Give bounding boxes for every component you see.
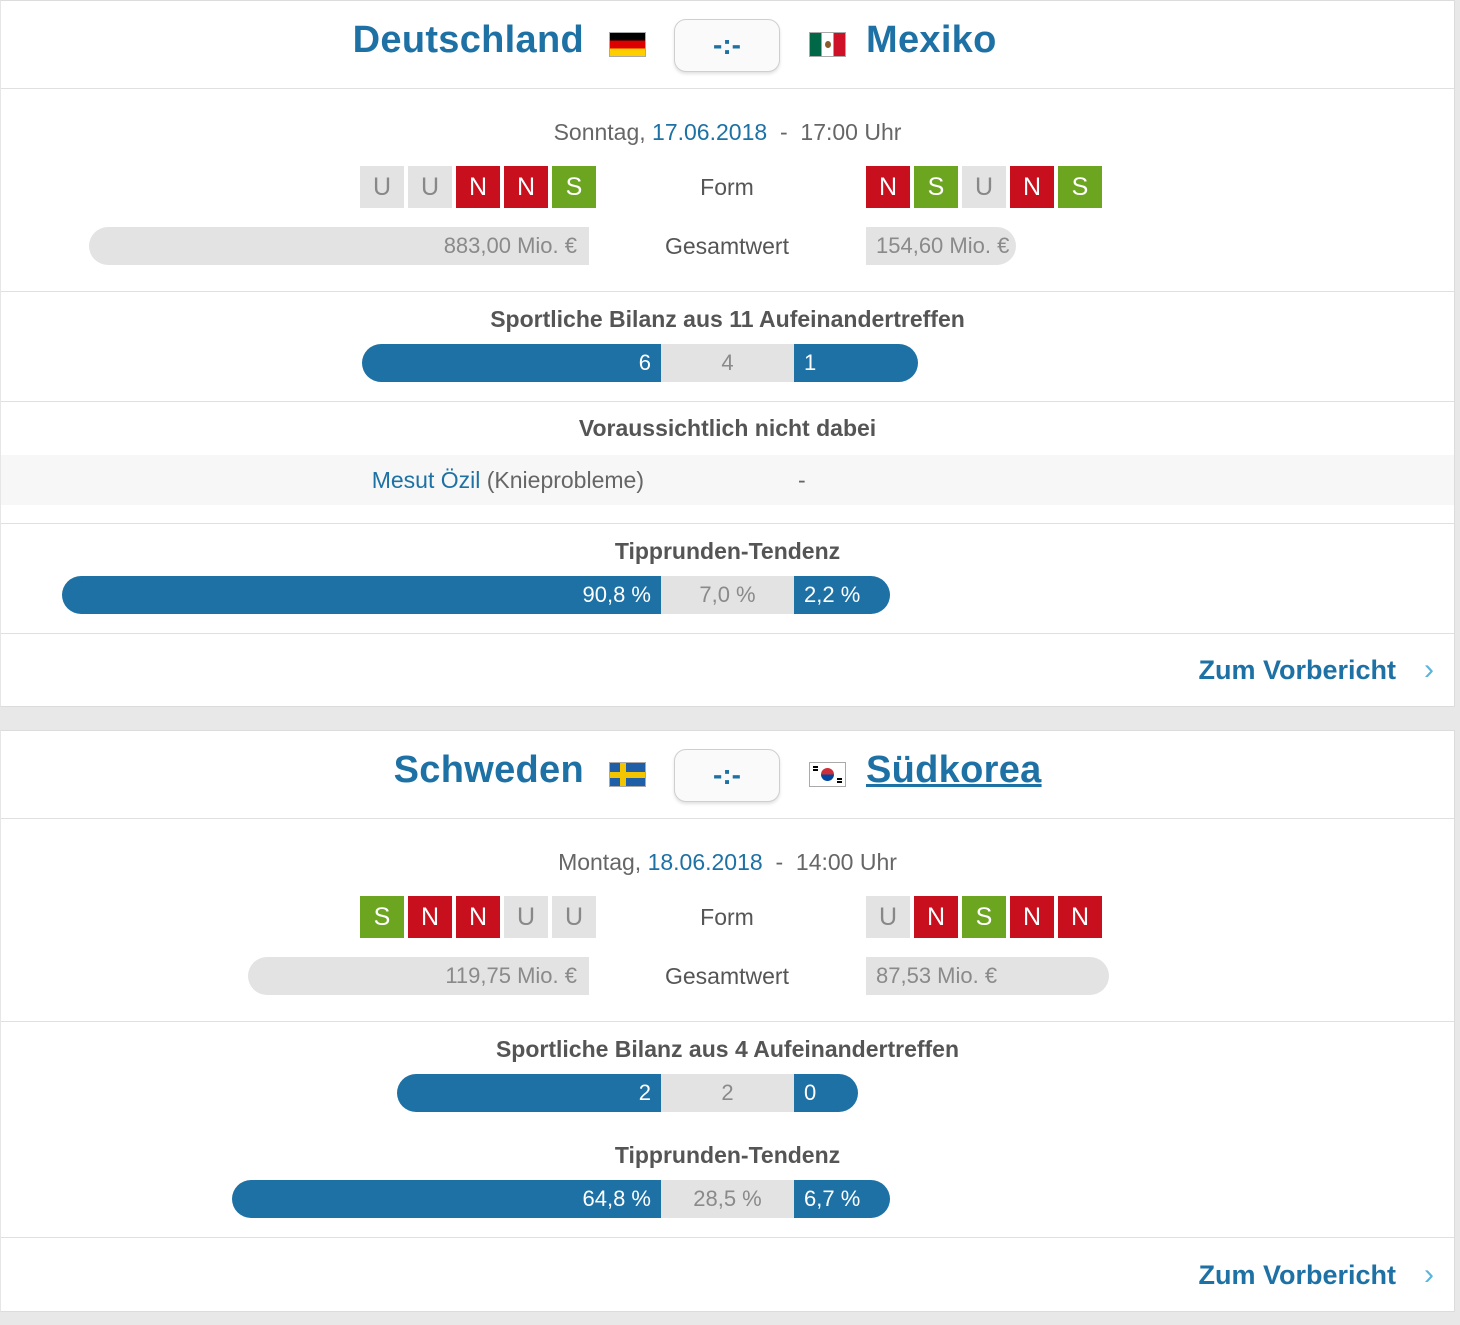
form-result-badge: S — [360, 896, 404, 938]
form-result-badge: N — [1058, 896, 1102, 938]
date-separator: - — [779, 119, 788, 145]
head-to-head-section: Sportliche Bilanz aus 11 Aufeinandertref… — [1, 292, 1454, 402]
h2h-away-wins: 0 — [794, 1074, 858, 1112]
sweden-flag-icon — [609, 762, 646, 787]
form-result-badge: U — [866, 896, 910, 938]
score-box[interactable]: -:- — [674, 19, 780, 72]
form-result-badge: S — [552, 166, 596, 208]
tendency-draw: 28,5 % — [661, 1180, 794, 1218]
chevron-right-icon[interactable]: › — [1424, 653, 1434, 686]
form-label: Form — [700, 174, 754, 200]
home-absent-player: Mesut Özil (Knieprobleme) — [372, 455, 644, 505]
form-result-badge: N — [504, 166, 548, 208]
tendency-home: 90,8 % — [62, 576, 661, 614]
match-time: 17:00 Uhr — [800, 119, 902, 145]
match-card: Deutschland -:- Mexiko Sonntag, 17.06.20… — [0, 0, 1455, 707]
match-header: Schweden -:- Südkorea — [1, 731, 1454, 819]
form-result-badge: N — [408, 896, 452, 938]
form-result-badge: N — [1010, 896, 1054, 938]
h2h-draws: 4 — [661, 344, 794, 382]
stats-section: Sportliche Bilanz aus 4 Aufeinandertreff… — [1, 1022, 1454, 1238]
h2h-draws: 2 — [661, 1074, 794, 1112]
preview-link[interactable]: Zum Vorbericht › — [1198, 653, 1434, 687]
home-team-name[interactable]: Schweden — [393, 749, 584, 791]
match-date: Montag, 18.06.2018 - 14:00 Uhr — [1, 849, 1454, 876]
match-day: 17.06.2018 — [652, 119, 768, 145]
preview-link-label[interactable]: Zum Vorbericht — [1198, 655, 1396, 685]
form-label: Form — [700, 904, 754, 930]
away-team-name[interactable]: Mexiko — [866, 19, 997, 61]
tendency-title: Tipprunden-Tendenz — [614, 538, 841, 564]
date-separator: - — [775, 849, 784, 875]
absence-reason: (Knieprobleme) — [486, 467, 644, 493]
home-market-value: 119,75 Mio. € — [248, 957, 589, 995]
home-team-name[interactable]: Deutschland — [352, 19, 584, 61]
market-value-label: Gesamtwert — [665, 963, 789, 989]
absent-players-section: Voraussichtlich nicht dabei Mesut Özil (… — [1, 402, 1454, 524]
match-weekday: Sonntag, — [553, 119, 646, 145]
form-result-badge: S — [962, 896, 1006, 938]
tendency-draw: 7,0 % — [661, 576, 794, 614]
head-to-head-title: Sportliche Bilanz aus 11 Aufeinandertref… — [490, 306, 965, 332]
market-value-label: Gesamtwert — [665, 233, 789, 259]
match-weekday: Montag, — [558, 849, 642, 875]
tendency-away: 2,2 % — [794, 576, 890, 614]
match-time: 14:00 Uhr — [795, 849, 897, 875]
form-result-badge: N — [456, 896, 500, 938]
south-korea-flag-icon — [809, 762, 846, 787]
head-to-head-title: Sportliche Bilanz aus 4 Aufeinandertreff… — [495, 1036, 960, 1062]
form-result-badge: N — [456, 166, 500, 208]
form-result-badge: U — [552, 896, 596, 938]
absent-player-row: Mesut Özil (Knieprobleme) - — [1, 455, 1454, 505]
h2h-home-wins: 2 — [397, 1074, 661, 1112]
away-absent-player: - — [798, 467, 806, 493]
tendency-section: Tipprunden-Tendenz 90,8 % 7,0 % 2,2 % — [1, 524, 1454, 634]
form-result-badge: N — [914, 896, 958, 938]
head-to-head-bar: 6 4 1 — [362, 344, 918, 382]
tendency-away: 6,7 % — [794, 1180, 890, 1218]
h2h-away-wins: 1 — [794, 344, 918, 382]
germany-flag-icon — [609, 32, 646, 57]
away-market-value: 154,60 Mio. € — [866, 227, 1016, 265]
form-result-badge: U — [962, 166, 1006, 208]
away-market-value: 87,53 Mio. € — [866, 957, 1109, 995]
home-market-value: 883,00 Mio. € — [89, 227, 589, 265]
match-date: Sonntag, 17.06.2018 - 17:00 Uhr — [1, 119, 1454, 146]
form-result-badge: N — [1010, 166, 1054, 208]
chevron-right-icon[interactable]: › — [1424, 1258, 1434, 1291]
score-box[interactable]: -:- — [674, 749, 780, 802]
head-to-head-bar: 2 2 0 — [397, 1074, 858, 1112]
tendency-title: Tipprunden-Tendenz — [614, 1142, 841, 1168]
form-result-badge: U — [408, 166, 452, 208]
tendency-bar: 64,8 % 28,5 % 6,7 % — [232, 1180, 890, 1218]
form-result-badge: U — [504, 896, 548, 938]
preview-link[interactable]: Zum Vorbericht › — [1198, 1258, 1434, 1292]
absent-players-title: Voraussichtlich nicht dabei — [578, 415, 877, 441]
form-result-badge: U — [360, 166, 404, 208]
mexico-flag-icon — [809, 32, 846, 57]
match-day: 18.06.2018 — [647, 849, 763, 875]
match-header: Deutschland -:- Mexiko — [1, 1, 1454, 89]
h2h-home-wins: 6 — [362, 344, 661, 382]
form-result-badge: N — [866, 166, 910, 208]
preview-link-label[interactable]: Zum Vorbericht — [1198, 1260, 1396, 1290]
tendency-bar: 90,8 % 7,0 % 2,2 % — [62, 576, 890, 614]
match-card: Schweden -:- Südkorea Montag, 18.06.2018… — [0, 730, 1455, 1312]
form-result-badge: S — [1058, 166, 1102, 208]
player-link[interactable]: Mesut Özil — [371, 467, 481, 493]
away-team-name[interactable]: Südkorea — [866, 749, 1042, 791]
tendency-home: 64,8 % — [232, 1180, 661, 1218]
form-result-badge: S — [914, 166, 958, 208]
